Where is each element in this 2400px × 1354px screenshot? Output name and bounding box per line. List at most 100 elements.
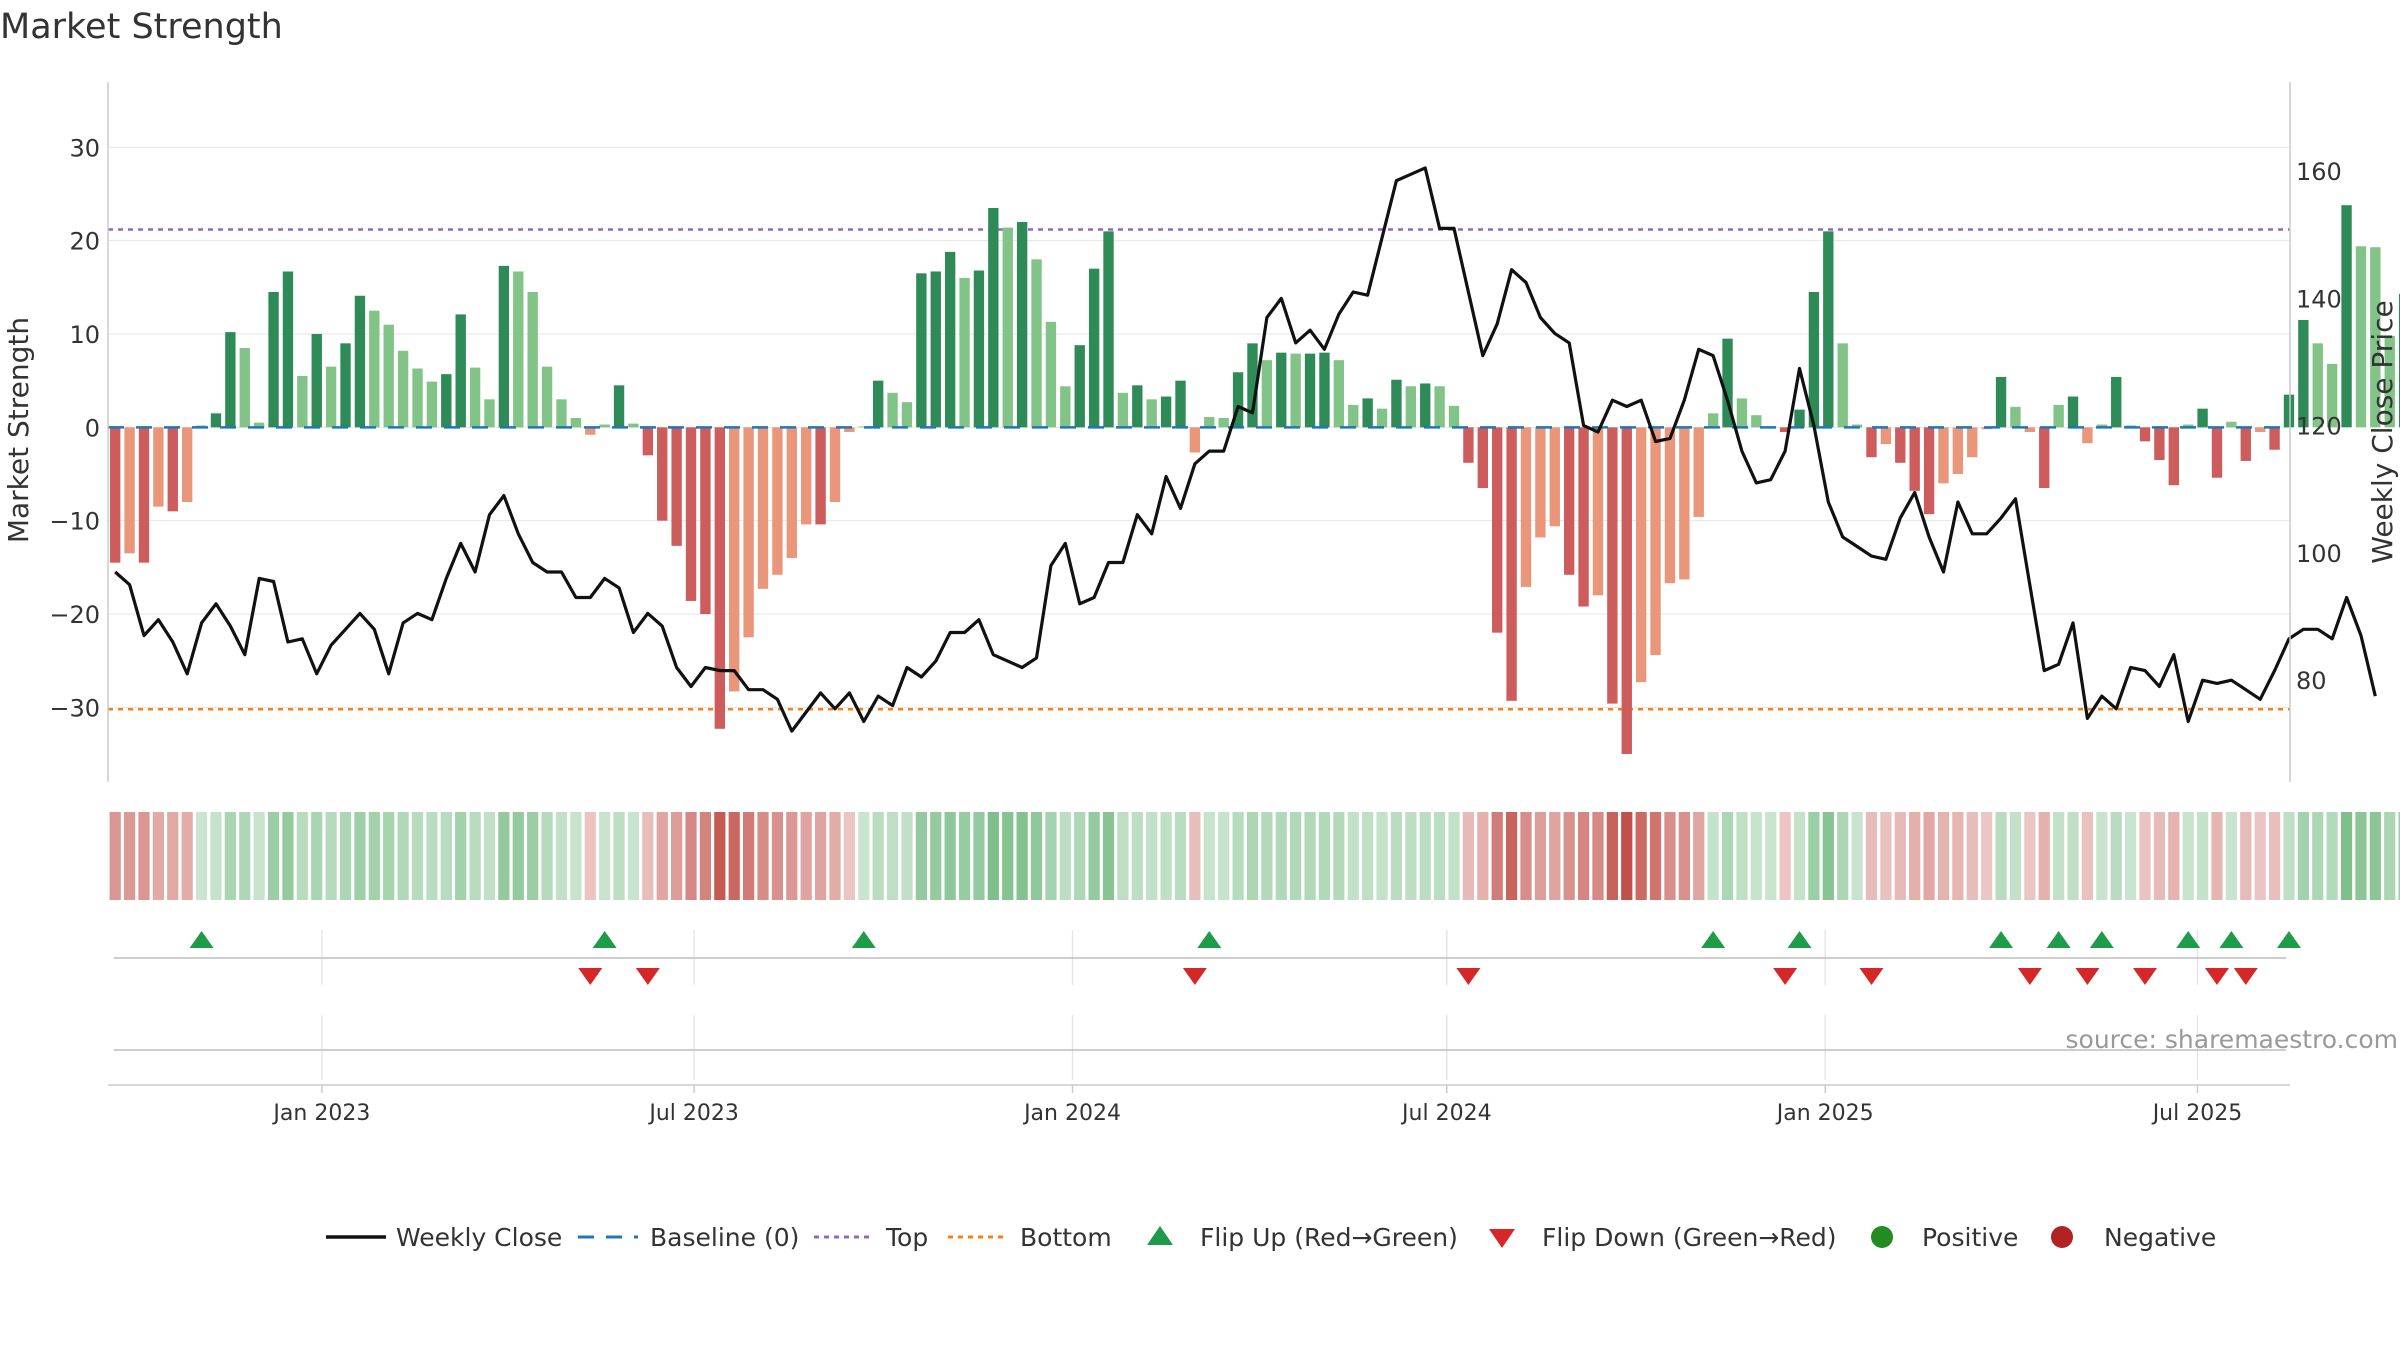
strength-bar — [743, 427, 754, 638]
strength-bar — [1607, 427, 1618, 704]
strength-bar — [973, 270, 985, 428]
strength-bar — [340, 343, 351, 428]
strength-bar — [1707, 413, 1719, 428]
strength-bar — [138, 427, 150, 563]
strength-bar — [325, 366, 337, 428]
heat-cell — [1505, 812, 1518, 900]
heat-cell — [2312, 812, 2324, 900]
legend-swatch-positive — [1871, 1226, 1893, 1248]
heat-cell — [1002, 812, 1014, 900]
strength-bar — [1794, 409, 1805, 428]
weekly-close-polyline — [114, 166, 2377, 733]
heat-cell — [167, 812, 179, 900]
heat-cell — [1261, 812, 1273, 900]
strength-bar — [1549, 427, 1560, 527]
strength-bar — [2053, 404, 2064, 428]
strength-bar — [1779, 427, 1791, 432]
flip-up-marker — [2176, 931, 2201, 948]
strength-bar — [2384, 335, 2395, 428]
heat-cell — [195, 812, 208, 900]
legend-item: Flip Up (Red→Green) — [1147, 1223, 1458, 1252]
strength-bar — [225, 332, 236, 428]
legend-swatch-flip-down — [1489, 1229, 1515, 1248]
heat-cell — [872, 812, 884, 900]
heat-cell — [2340, 812, 2353, 900]
heat-cell — [2081, 812, 2094, 900]
strength-bar — [1232, 372, 1244, 428]
heat-cell — [699, 812, 712, 900]
strength-bar — [2341, 205, 2352, 428]
heat-cell — [656, 812, 668, 900]
strength-bar — [2326, 363, 2338, 428]
strength-bar — [657, 427, 668, 521]
strength-bar — [1088, 268, 1100, 428]
heat-cell — [2326, 812, 2338, 900]
heat-cell — [1721, 812, 1734, 900]
heat-cell — [1750, 812, 1762, 900]
strength-bar — [1563, 427, 1575, 575]
heat-cell — [1477, 812, 1489, 900]
strength-bar — [2168, 427, 2179, 486]
heat-cell — [1678, 812, 1690, 900]
strength-bar — [2370, 247, 2381, 428]
strength-bar — [1492, 427, 1503, 633]
heat-cell — [771, 812, 784, 900]
strength-bar — [1808, 292, 1820, 428]
y2-tick-label: 80 — [2296, 667, 2327, 695]
strength-bar — [1952, 427, 1964, 474]
strength-bar — [1103, 231, 1114, 428]
heat-cell — [1448, 812, 1460, 900]
strength-bar — [1074, 345, 1085, 428]
heat-cell — [1880, 812, 1892, 900]
strength-bar — [801, 427, 812, 525]
legend-item: Flip Down (Green→Red) — [1489, 1223, 1837, 1252]
strength-bar — [1434, 386, 1445, 428]
heat-cell — [426, 812, 438, 900]
heat-cell — [1606, 812, 1618, 900]
legend-label: Weekly Close — [396, 1223, 562, 1252]
strength-bar — [916, 273, 927, 428]
heat-cell — [253, 812, 265, 900]
strength-bar — [757, 427, 769, 589]
strength-bar — [498, 265, 510, 428]
strength-bar — [455, 314, 466, 428]
heat-cell — [512, 812, 524, 900]
heat-cell — [1347, 812, 1359, 900]
heat-cell — [2283, 812, 2295, 900]
heat-cell — [901, 812, 913, 900]
strength-bar — [513, 271, 524, 428]
flip-up-marker — [1787, 931, 1812, 948]
heat-cell — [210, 812, 222, 900]
y-tick-label: 30 — [69, 134, 100, 162]
heat-cell — [987, 812, 999, 900]
strength-bar — [642, 427, 654, 456]
heat-cell — [1909, 812, 1921, 900]
source-text: source: sharemaestro.com — [2066, 1025, 2399, 1054]
strength-bars — [108, 205, 2400, 754]
flip-up-marker — [1701, 931, 1726, 948]
y-axis-label: Market Strength — [2, 317, 35, 543]
strength-bar — [1967, 427, 1978, 458]
heat-cell — [570, 812, 582, 900]
heat-cell — [2024, 812, 2036, 900]
weekly-close-line — [114, 166, 2377, 733]
strength-bar — [1175, 380, 1186, 428]
strength-bar — [124, 427, 135, 554]
heat-cell — [2254, 812, 2266, 900]
strength-bar — [887, 392, 898, 428]
heat-cell — [1160, 812, 1172, 900]
heat-cell — [311, 812, 323, 900]
strength-bar — [2298, 320, 2309, 428]
heat-cell — [944, 812, 956, 900]
strength-bar — [1189, 427, 1201, 453]
strength-bar — [426, 381, 438, 428]
x-tick-label: Jan 2024 — [1022, 1101, 1121, 1126]
heat-cell — [1707, 812, 1719, 900]
y-tick-label: 0 — [85, 414, 100, 442]
x-tick-label: Jul 2023 — [647, 1101, 739, 1126]
heat-cell — [1318, 812, 1331, 900]
strength-bar — [1160, 396, 1172, 428]
strength-bar — [1218, 418, 1229, 428]
strength-bar — [2111, 376, 2122, 428]
